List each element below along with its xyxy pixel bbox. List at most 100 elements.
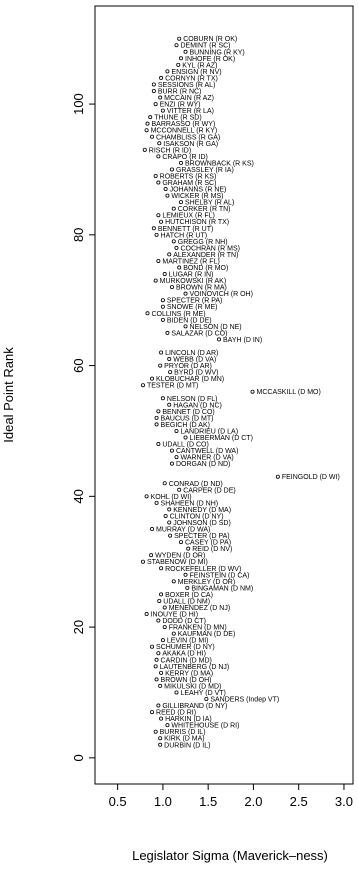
y-tick-label: 100 [71, 93, 86, 115]
point-label: SPECTER (D PA) [174, 533, 230, 540]
data-point [158, 683, 163, 688]
point-label: MENENDEZ (D NJ) [169, 605, 230, 612]
point-label: WICKER (R MS) [171, 193, 223, 200]
point-label: MURRAY (D WA) [156, 527, 210, 534]
data-point [167, 402, 172, 407]
point-label: SNOWE (R ME) [167, 304, 218, 311]
data-point [142, 147, 147, 152]
point-label: HAGAN (D NC) [173, 402, 222, 409]
point-label: KOHL (D WI) [151, 494, 192, 501]
point-label: JOHNSON (D SD) [173, 520, 231, 527]
data-point [165, 723, 170, 728]
data-point [176, 62, 181, 67]
point-label: DORGAN (D ND) [176, 461, 230, 468]
point-label: BINGAMAN (D NM) [191, 585, 253, 592]
point-label: THUNE (R SD) [154, 115, 201, 122]
point-label: UDALL (D CO) [162, 442, 208, 449]
point-label: FEINGOLD (D WI) [282, 474, 340, 481]
data-point [158, 95, 163, 100]
data-point [144, 612, 149, 617]
data-point [171, 631, 176, 636]
data-point [153, 278, 158, 283]
point-label: BURRIS (D IL) [160, 729, 206, 736]
data-point [160, 396, 165, 401]
data-point [167, 357, 172, 362]
point-label: SANDERS (Indep VT) [210, 697, 279, 704]
point-label: MCCONNELL (R KY) [151, 128, 218, 135]
point-label: CLINTON (D NY) [170, 513, 224, 520]
point-label: MURKOWSKI (R AK) [160, 278, 227, 285]
point-label: COBURN (R OK) [183, 36, 237, 43]
point-label: LAUTENBERG (D NJ) [160, 664, 230, 671]
point-label: PRYOR (D AR) [164, 363, 212, 370]
point-label: ENZI (R WY) [160, 102, 201, 109]
y-tick-label: 40 [71, 489, 86, 503]
data-point [148, 115, 153, 120]
data-point [168, 533, 173, 538]
y-tick-label: 0 [71, 754, 86, 761]
point-label: BEGICH (D AK) [161, 422, 210, 429]
point-label: TESTER (D MT) [147, 383, 198, 390]
data-point [150, 644, 155, 649]
y-tick-label: 20 [71, 620, 86, 634]
y-axis: 0 20 40 60 80 100 [71, 93, 95, 761]
data-point [171, 239, 176, 244]
data-point [165, 330, 170, 335]
point-label: SALAZAR (D CO) [171, 330, 227, 337]
point-label: CORNYN (R TX) [165, 75, 218, 82]
data-point [159, 716, 164, 721]
point-label: SHELBY (R AL) [185, 200, 234, 207]
data-point [160, 317, 165, 322]
point-label: NELSON (D NE) [190, 324, 242, 331]
point-label: LANDRIEU (D LA) [180, 428, 238, 435]
data-point [163, 513, 168, 518]
data-point [156, 180, 161, 185]
x-tick-label: 1.0 [154, 794, 172, 809]
data-point [156, 442, 161, 447]
point-label: LINCOLN (D AR) [165, 350, 218, 357]
x-tick-label: 0.5 [109, 794, 127, 809]
point-label: COCHRAN (R MS) [180, 245, 240, 252]
x-tick-label: 2.0 [244, 794, 262, 809]
point-label: CORKER (R TN) [178, 206, 231, 213]
y-tick-label: 80 [71, 228, 86, 242]
data-point [151, 82, 156, 87]
data-point [160, 298, 165, 303]
data-point [178, 200, 183, 205]
data-point [169, 461, 174, 466]
point-label: GRASSLEY (R IA) [176, 167, 234, 174]
data-point [183, 435, 188, 440]
point-label: INHOFE (R OK) [185, 56, 235, 63]
point-label: BIDEN (D DE) [167, 317, 212, 324]
data-point [174, 245, 179, 250]
data-point [154, 415, 159, 420]
point-label: REED (D RI) [156, 710, 196, 717]
data-point [163, 187, 168, 192]
x-axis-label: Legislator Sigma (Maverick–ness) [132, 848, 328, 863]
point-label: SPECTER (R PA) [167, 298, 223, 305]
point-label: JOHANNS (R NE) [170, 187, 227, 194]
point-label: LUGAR (R IN) [169, 272, 214, 279]
y-axis-label: Ideal Point Rank [1, 347, 16, 443]
point-label: BURR (R NC) [158, 88, 202, 95]
point-label: BOND (R MO) [183, 265, 228, 272]
point-label: BENNET (D CO) [162, 409, 214, 416]
point-label: FRANKEN (D MN) [169, 625, 227, 632]
data-point [145, 121, 150, 126]
data-point [159, 350, 164, 355]
data-point [154, 657, 159, 662]
point-label: WARNER (D VA) [180, 455, 233, 462]
data-point [158, 736, 163, 741]
point-label: MCCASKILL (D MO) [257, 389, 321, 396]
point-label: BROWN (R MA) [176, 285, 227, 292]
data-point [183, 49, 188, 54]
data-point [144, 494, 149, 499]
x-tick-label: 1.5 [199, 794, 217, 809]
y-tick-label: 60 [71, 358, 86, 372]
point-label: DODD (D CT) [162, 618, 206, 625]
point-label: ALEXANDER (R TN) [173, 252, 238, 259]
point-label: REID (D NV) [192, 546, 232, 553]
data-point [165, 69, 170, 74]
data-point [156, 258, 161, 263]
